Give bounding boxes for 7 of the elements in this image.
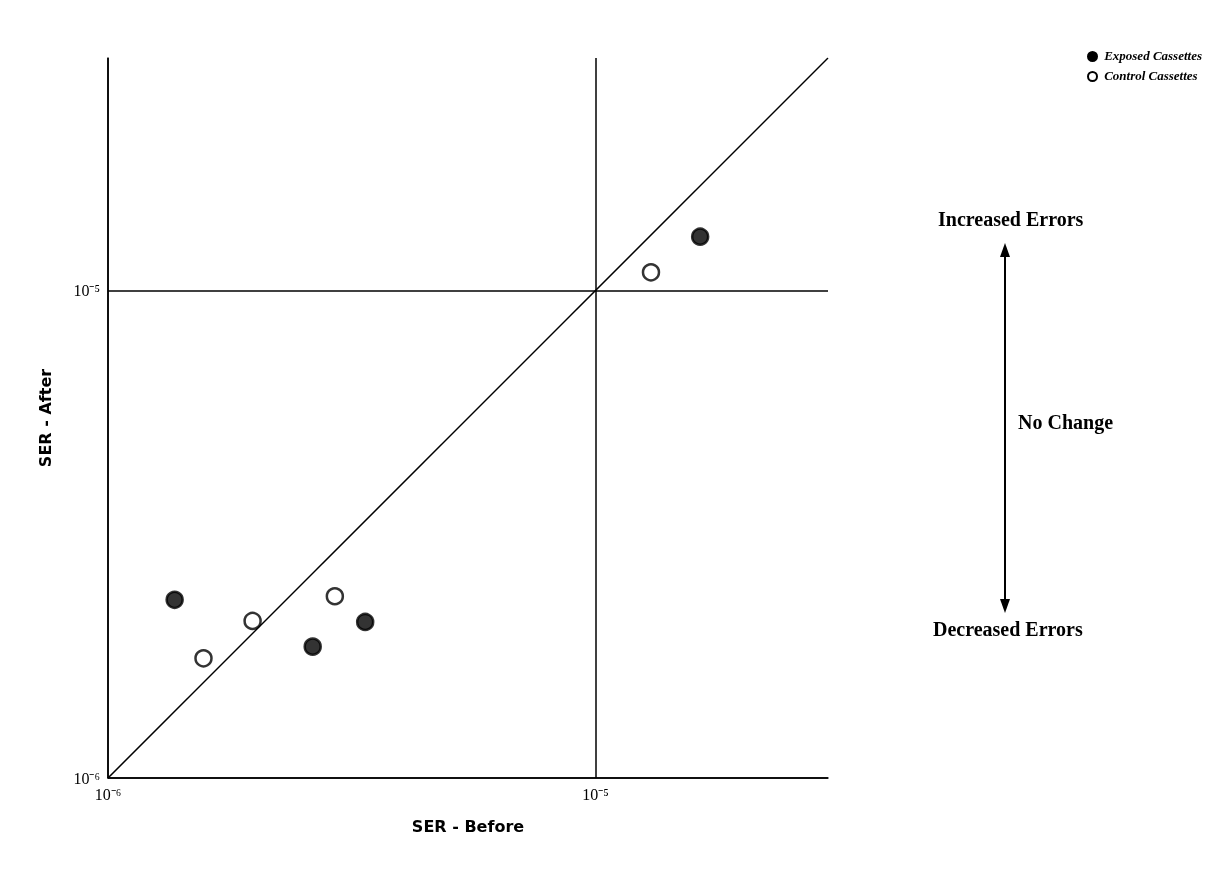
text: No Change [1018, 411, 1114, 434]
legend-label: Exposed Cassettes [1104, 48, 1202, 64]
x-axis-title: SER - Before [411, 816, 525, 836]
y-axis-title: SER - After [35, 368, 55, 468]
text: Decreased Errors [933, 618, 1083, 641]
text: Increased Errors [938, 208, 1084, 231]
legend-label: Control Cassettes [1104, 68, 1198, 84]
